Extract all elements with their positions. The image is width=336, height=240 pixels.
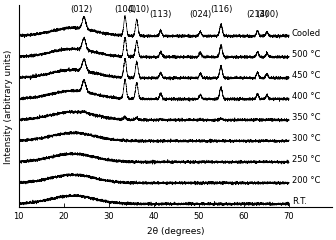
Text: 500 °C: 500 °C	[292, 50, 320, 59]
X-axis label: 2θ (degrees): 2θ (degrees)	[146, 227, 204, 236]
Y-axis label: Intensity (arbitrary units): Intensity (arbitrary units)	[4, 49, 13, 164]
Text: (300): (300)	[256, 10, 278, 19]
Text: (116): (116)	[210, 5, 232, 14]
Text: 350 °C: 350 °C	[292, 113, 320, 122]
Text: (024): (024)	[189, 10, 211, 19]
Text: (012): (012)	[71, 5, 93, 14]
Text: 450 °C: 450 °C	[292, 71, 320, 80]
Text: 300 °C: 300 °C	[292, 134, 320, 143]
Text: (214): (214)	[246, 10, 268, 19]
Text: (110): (110)	[127, 5, 149, 14]
Text: 200 °C: 200 °C	[292, 176, 320, 185]
Text: (113): (113)	[150, 10, 172, 19]
Text: 250 °C: 250 °C	[292, 155, 320, 164]
Text: (104): (104)	[114, 5, 136, 14]
Text: R.T.: R.T.	[292, 197, 307, 206]
Text: 400 °C: 400 °C	[292, 92, 320, 101]
Text: Cooled: Cooled	[292, 29, 321, 38]
